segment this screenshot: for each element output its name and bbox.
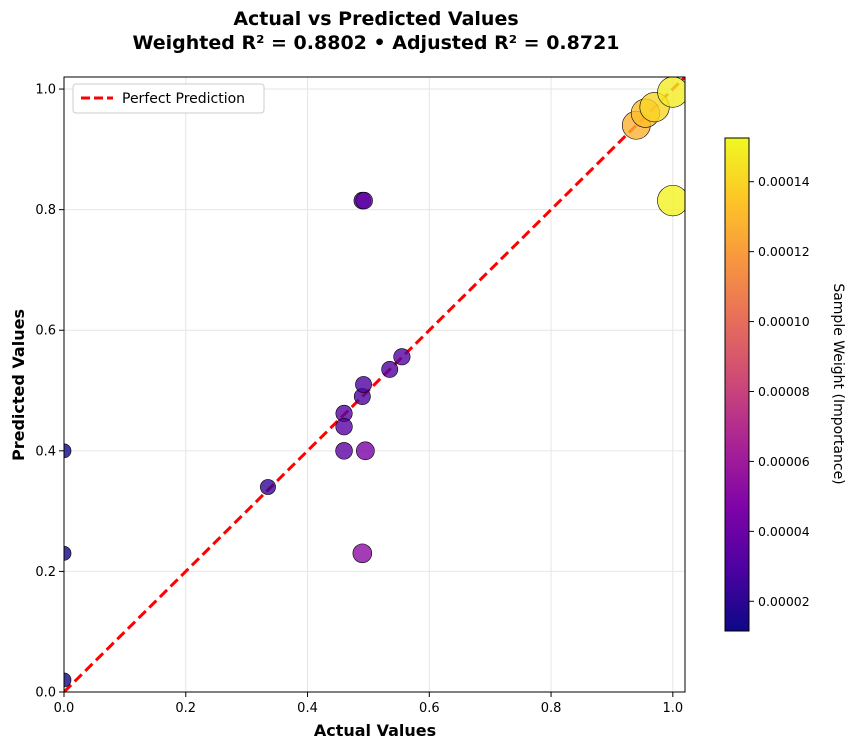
colorbar-ticks: 0.00002 0.00004 0.00006 0.00008 0.00010 0.000…: [749, 174, 810, 609]
data-point: [657, 77, 685, 108]
x-tick-label: 1.0: [662, 701, 683, 716]
colorbar-tick-label: 0.00012: [758, 244, 810, 259]
data-point: [356, 441, 375, 461]
colorbar: 0.00002 0.00004 0.00006 0.00008 0.00010 0.000…: [724, 137, 846, 632]
reference-line-group: [64, 77, 685, 692]
x-axis-label: Actual Values: [314, 721, 436, 740]
data-point: [260, 479, 276, 495]
perfect-prediction-line: [64, 77, 685, 692]
plot-frame: [63, 76, 686, 693]
data-point: [381, 361, 399, 378]
colorbar-tick-label: 0.00004: [758, 524, 810, 539]
y-axis-ticks: 0.0 0.2 0.4 0.6 0.8 1.0: [35, 83, 64, 701]
data-point: [355, 191, 373, 210]
y-tick-label: 0.8: [35, 203, 56, 218]
y-tick-label: 1.0: [35, 83, 56, 98]
data-point: [64, 545, 72, 561]
x-tick-label: 0.2: [175, 701, 196, 716]
x-tick-label: 0.0: [54, 701, 75, 716]
data-point: [335, 442, 353, 460]
chart-title-line2: Weighted R² = 0.8802 • Adjusted R² = 0.8…: [132, 32, 619, 54]
y-tick-label: 0.0: [35, 686, 56, 701]
data-point: [355, 376, 372, 393]
colorbar-tick-label: 0.00014: [758, 174, 810, 189]
data-point: [352, 543, 373, 564]
data-point: [335, 418, 353, 436]
y-tick-label: 0.4: [35, 444, 56, 459]
y-tick-label: 0.6: [35, 324, 56, 339]
x-tick-label: 0.4: [297, 701, 318, 716]
data-point: [393, 348, 411, 366]
data-point: [64, 443, 72, 459]
colorbar-tick-label: 0.00008: [758, 384, 810, 399]
chart-title-line1: Actual vs Predicted Values: [233, 8, 518, 30]
legend: Perfect Prediction: [72, 83, 265, 114]
x-tick-label: 0.6: [419, 701, 440, 716]
colorbar-gradient: [724, 137, 750, 632]
legend-label-perfect-prediction: Perfect Prediction: [122, 91, 245, 107]
grid-lines: [63, 77, 685, 693]
data-point: [657, 184, 685, 217]
scatter-points: [64, 77, 685, 688]
legend-box: [72, 83, 265, 114]
y-axis-label: Predicted Values: [9, 309, 28, 461]
colorbar-label: Sample Weight (Importance): [830, 283, 846, 484]
x-tick-label: 0.8: [541, 701, 562, 716]
colorbar-tick-label: 0.00002: [758, 594, 810, 609]
y-tick-label: 0.2: [35, 565, 56, 580]
data-point: [64, 672, 72, 688]
colorbar-tick-label: 0.00006: [758, 454, 810, 469]
x-axis-ticks: 0.0 0.2 0.4 0.6 0.8 1.0: [54, 692, 683, 716]
colorbar-tick-label: 0.00010: [758, 314, 810, 329]
